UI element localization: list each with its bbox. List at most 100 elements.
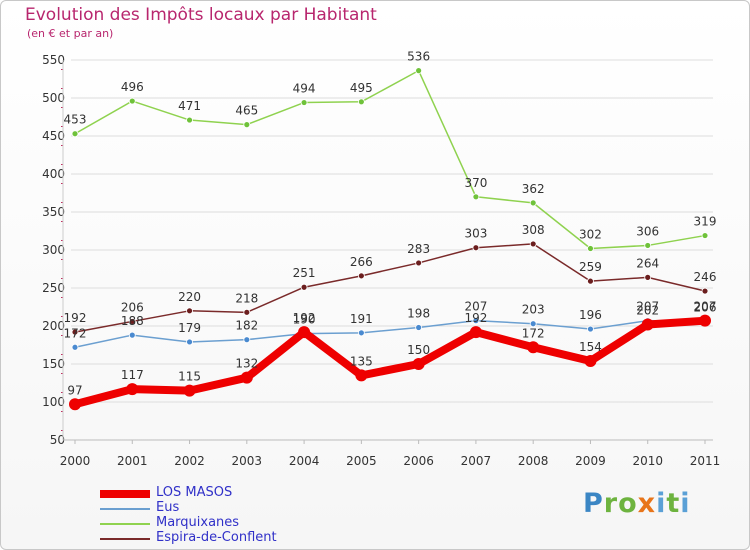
data-point — [126, 383, 139, 396]
data-point — [128, 318, 136, 325]
data-label: 188 — [121, 314, 144, 328]
series-espira-de-conflent: 192 206 220 218 251 266 283 303 308 259 264 246 — [64, 223, 717, 336]
data-point — [243, 121, 251, 128]
series-line — [74, 243, 706, 333]
data-point — [529, 240, 537, 248]
y-tick-label: 350 — [42, 205, 65, 219]
data-label: 192 — [64, 311, 87, 325]
data-label: 246 — [694, 270, 717, 284]
data-label: 135 — [350, 354, 373, 368]
x-tick-label: 2009 — [575, 454, 606, 468]
data-label: 362 — [522, 182, 545, 196]
data-point — [71, 328, 79, 336]
data-point — [128, 331, 136, 339]
y-tick-label: 250 — [42, 281, 65, 295]
data-label: 220 — [178, 290, 201, 304]
data-point — [472, 244, 480, 252]
data-point — [412, 358, 425, 370]
data-label: 302 — [579, 227, 602, 241]
data-point — [644, 242, 652, 249]
x-tick-label: 2010 — [632, 454, 663, 468]
data-point — [243, 308, 251, 316]
legend-label: Eus — [156, 500, 180, 515]
x-tick-label: 2000 — [60, 454, 91, 468]
data-label: 206 — [121, 300, 144, 314]
x-tick-label: 2004 — [289, 454, 320, 468]
data-point — [183, 384, 196, 397]
data-point — [701, 232, 709, 239]
data-label: 453 — [64, 113, 87, 127]
y-tick-label: 450 — [42, 129, 65, 143]
data-point — [641, 318, 654, 331]
series-line — [74, 319, 706, 349]
x-tick-label: 2001 — [117, 454, 148, 468]
series-line — [71, 316, 709, 409]
data-label: 154 — [579, 340, 602, 354]
data-label: 207 — [636, 300, 659, 314]
data-label: 264 — [636, 256, 659, 270]
legend-swatch — [100, 523, 150, 525]
data-point — [584, 354, 597, 367]
x-tick-label: 2002 — [174, 454, 205, 468]
data-point — [128, 97, 136, 105]
data-label: 251 — [293, 266, 316, 280]
data-label: 471 — [178, 99, 201, 113]
data-point — [71, 343, 79, 351]
legend-swatch — [100, 508, 150, 510]
x-tick-label: 2003 — [232, 454, 263, 468]
legend-label: LOS MASOS — [156, 485, 233, 500]
data-point — [529, 199, 537, 207]
y-tick-label: 50 — [50, 433, 65, 447]
y-tick-label: 100 — [42, 395, 65, 409]
data-point — [186, 307, 193, 315]
data-label: 319 — [694, 215, 717, 229]
data-point — [472, 193, 480, 201]
data-label: 496 — [121, 80, 144, 94]
data-point — [298, 326, 311, 339]
data-label: 218 — [235, 291, 258, 305]
y-tick-label: 150 — [42, 357, 65, 371]
data-label: 97 — [67, 383, 82, 397]
proxiti-logo: Proxiti — [583, 488, 691, 519]
data-label: 150 — [407, 343, 430, 357]
x-tick-label: 2006 — [403, 454, 434, 468]
data-label: 192 — [293, 311, 316, 325]
data-point — [527, 341, 540, 354]
data-point — [415, 324, 423, 331]
series-marquixanes: 453 496 471 465 494 495 536 370 362 302 306 319 — [64, 50, 717, 252]
data-point — [701, 287, 709, 295]
x-tick-label: 2005 — [346, 454, 377, 468]
legend-label: Marquixanes — [156, 515, 240, 530]
y-tick-label: 400 — [42, 167, 65, 181]
data-label: 495 — [350, 81, 373, 95]
data-label: 465 — [235, 104, 258, 118]
data-label: 190 — [293, 313, 316, 327]
data-point — [472, 317, 480, 325]
data-label: 266 — [350, 255, 373, 269]
data-label: 172 — [522, 326, 545, 340]
data-label: 196 — [579, 308, 602, 322]
data-label: 308 — [522, 223, 545, 237]
series-line — [74, 69, 706, 250]
data-label: 494 — [293, 82, 316, 96]
data-label: 191 — [350, 312, 373, 326]
legend-swatch — [100, 538, 150, 540]
data-label: 536 — [407, 50, 430, 64]
y-tick-label: 200 — [42, 319, 65, 333]
chart-title: Evolution des Impôts locaux par Habitant — [25, 5, 377, 25]
data-point — [300, 283, 308, 291]
x-tick-label: 2011 — [690, 454, 721, 468]
legend-label: Espira-de-Conflent — [156, 530, 277, 545]
data-point — [240, 371, 253, 384]
data-point — [587, 245, 594, 252]
data-label: 259 — [579, 260, 602, 274]
data-point — [71, 130, 79, 138]
data-point — [644, 273, 652, 281]
legend-swatch — [100, 490, 150, 498]
data-point — [355, 369, 368, 382]
chart-subtitle: (en € et par an) — [27, 27, 114, 40]
data-label: 182 — [235, 319, 258, 333]
data-label: 198 — [407, 307, 430, 321]
